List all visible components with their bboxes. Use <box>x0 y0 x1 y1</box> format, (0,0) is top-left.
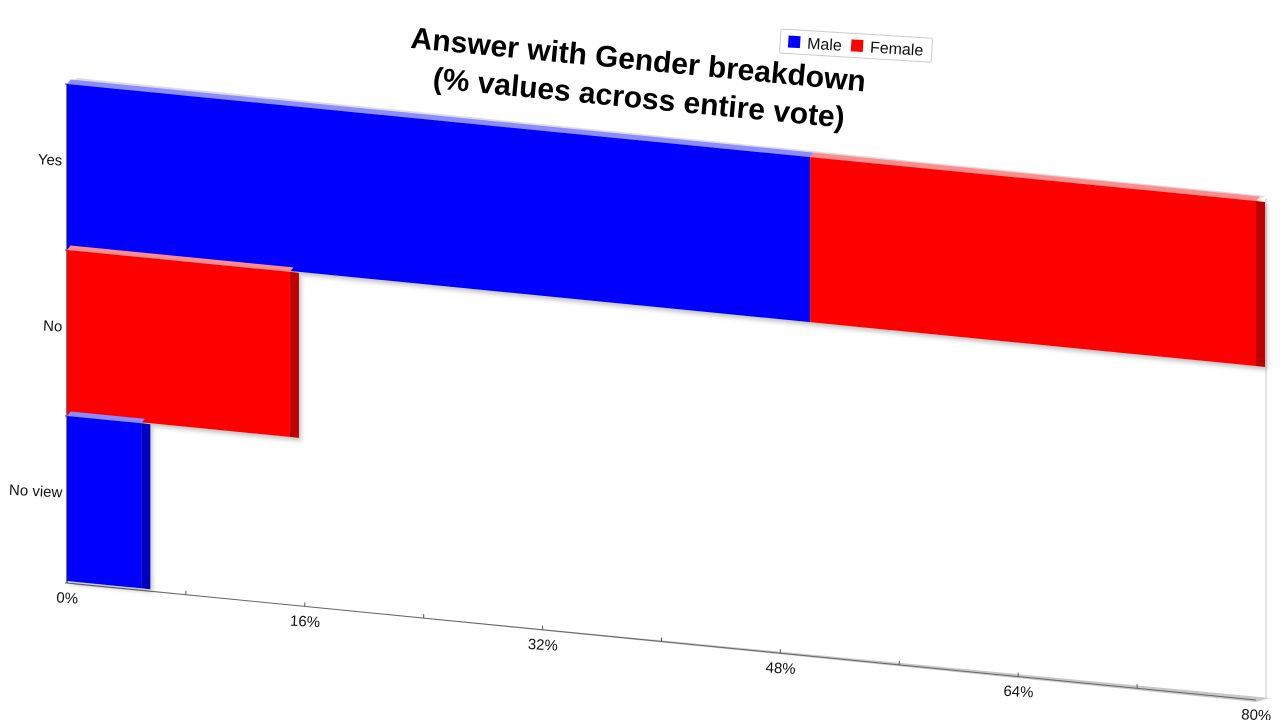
bar-top-face <box>67 411 145 424</box>
bar-top-face <box>810 152 1260 201</box>
x-tick-labels: 0% 16% 32% 48% 64% 80% <box>56 589 1272 720</box>
legend: Male Female <box>779 28 934 63</box>
bar-front-face <box>810 157 1256 366</box>
legend-label-male: Male <box>807 36 843 55</box>
bar-front-face <box>67 250 290 437</box>
bar-side-face <box>141 423 151 590</box>
x-tick-label: 80% <box>1241 706 1272 720</box>
x-tick-label: 0% <box>56 589 79 607</box>
x-tick-label: 16% <box>290 613 321 632</box>
legend-label-female: Female <box>869 39 923 59</box>
bar-top-face <box>67 79 814 158</box>
x-tick-label: 64% <box>1003 683 1034 702</box>
category-label: No view <box>9 482 63 502</box>
bar-top-face <box>67 245 294 272</box>
category-labels: Yes No No view <box>9 151 63 501</box>
category-label: Yes <box>37 151 62 169</box>
bar-front-face <box>67 416 142 589</box>
x-tick-label: 48% <box>765 659 796 678</box>
category-label: No <box>43 318 63 336</box>
legend-swatch-female <box>850 39 864 53</box>
bar-male-no-view <box>67 411 151 590</box>
legend-swatch-male <box>787 35 801 49</box>
bar-female-yes <box>810 152 1265 367</box>
bar-front-face <box>67 84 811 323</box>
bar-female-no <box>67 245 299 438</box>
bar-side-face <box>289 271 299 438</box>
x-axis-line <box>66 582 1257 701</box>
bar-male-yes <box>67 79 814 323</box>
tick-marks <box>185 590 1138 689</box>
x-tick-label: 32% <box>527 636 558 655</box>
bar-side-face <box>1256 200 1265 367</box>
bars-group <box>67 79 1265 590</box>
